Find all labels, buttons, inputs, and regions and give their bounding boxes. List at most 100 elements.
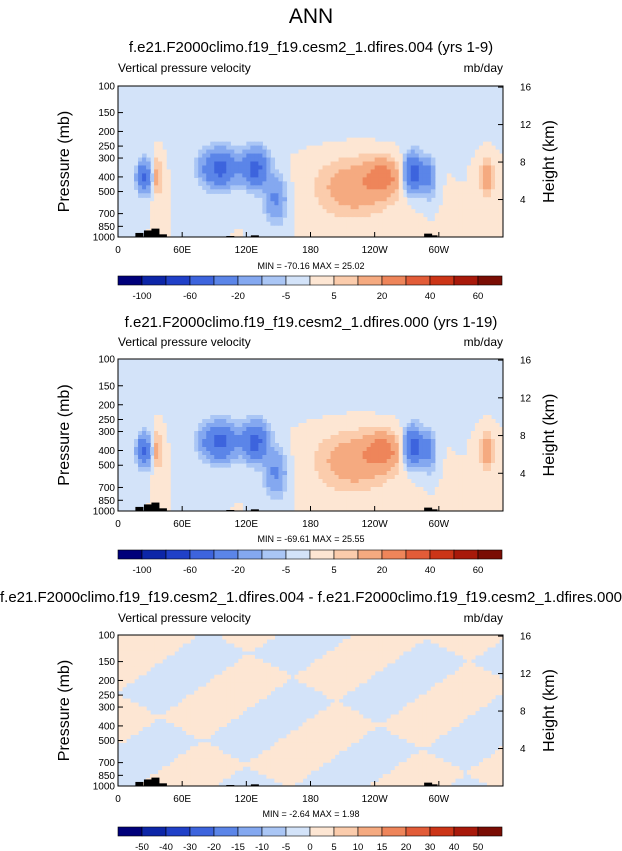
left-subtitle: Vertical pressure velocity — [118, 611, 251, 625]
field-cell — [386, 205, 392, 210]
field-cell — [194, 706, 199, 712]
field-cell — [310, 423, 316, 428]
field-cell — [402, 173, 408, 178]
field-cell — [134, 177, 139, 182]
field-cell — [490, 770, 496, 775]
field-cell — [354, 189, 360, 194]
field-cell — [362, 161, 368, 167]
field-cell — [338, 225, 344, 230]
field-cell — [410, 153, 416, 159]
field-cell — [374, 165, 380, 171]
field-cell — [494, 503, 500, 508]
field-cell — [458, 507, 464, 511]
field-cell — [426, 431, 432, 436]
field-cell — [394, 778, 400, 783]
field-cell — [266, 635, 271, 640]
field-cell — [218, 678, 223, 684]
field-cell — [398, 471, 404, 476]
field-cell — [230, 698, 235, 704]
field-cell — [310, 491, 316, 496]
field-cell — [422, 153, 428, 159]
field-cell — [150, 662, 155, 668]
field-cell — [298, 209, 304, 214]
field-cell — [122, 738, 127, 743]
field-cell — [430, 173, 436, 178]
field-cell — [490, 758, 496, 763]
field-cell — [294, 467, 300, 472]
field-cell — [214, 145, 219, 151]
field-cell — [426, 177, 432, 182]
field-cell — [222, 153, 227, 159]
field-cell — [186, 726, 191, 731]
field-cell — [122, 726, 127, 731]
field-cell — [430, 503, 436, 508]
field-cell — [234, 157, 239, 163]
field-cell — [158, 770, 163, 775]
field-cell — [438, 770, 444, 775]
field-cell — [382, 455, 388, 460]
field-cell — [430, 774, 436, 779]
field-cell — [198, 734, 203, 739]
field-cell — [310, 213, 316, 218]
field-cell — [150, 479, 155, 484]
field-cell — [474, 698, 480, 704]
field-cell — [478, 503, 484, 508]
field-cell — [350, 646, 356, 652]
field-cell — [150, 205, 155, 210]
field-cell — [334, 491, 340, 496]
field-cell — [330, 201, 336, 206]
field-cell — [422, 710, 428, 716]
field-cell — [318, 467, 324, 472]
field-cell — [354, 161, 360, 167]
field-cell — [326, 229, 332, 234]
field-cell — [450, 714, 456, 720]
field-cell — [362, 447, 368, 452]
field-cell — [302, 471, 308, 476]
field-cell — [422, 491, 428, 496]
field-cell — [478, 638, 484, 644]
field-cell — [434, 686, 440, 692]
field-cell — [166, 770, 171, 775]
field-cell — [246, 698, 251, 704]
field-cell — [406, 439, 412, 444]
field-cell — [210, 451, 215, 456]
field-cell — [294, 181, 300, 186]
field-cell — [158, 189, 163, 194]
field-cell — [322, 463, 328, 468]
field-cell — [482, 233, 488, 237]
field-cell — [318, 157, 324, 163]
field-cell — [278, 451, 284, 456]
field-cell — [138, 447, 143, 452]
field-cell — [410, 225, 416, 230]
field-cell — [406, 487, 412, 492]
field-cell — [370, 443, 376, 448]
field-cell — [374, 201, 380, 206]
field-cell — [154, 213, 159, 218]
field-cell — [242, 702, 247, 708]
field-cell — [314, 495, 320, 500]
field-cell — [158, 774, 163, 779]
field-cell — [338, 499, 344, 504]
field-cell — [386, 189, 392, 194]
field-cell — [150, 714, 155, 720]
field-cell — [394, 463, 400, 468]
field-cell — [146, 638, 151, 644]
field-cell — [478, 177, 484, 182]
field-cell — [446, 201, 452, 206]
field-cell — [414, 495, 420, 500]
field-cell — [326, 141, 332, 147]
field-cell — [254, 427, 259, 432]
field-cell — [482, 209, 488, 214]
field-cell — [382, 650, 388, 656]
field-cell — [442, 726, 448, 731]
field-cell — [302, 217, 308, 222]
field-cell — [314, 491, 320, 496]
field-cell — [254, 682, 259, 688]
field-cell — [398, 491, 404, 496]
field-cell — [178, 754, 183, 759]
field-cell — [142, 439, 147, 444]
field-cell — [334, 495, 340, 500]
field-cell — [426, 173, 432, 178]
field-cell — [450, 455, 456, 460]
field-cell — [454, 635, 460, 640]
